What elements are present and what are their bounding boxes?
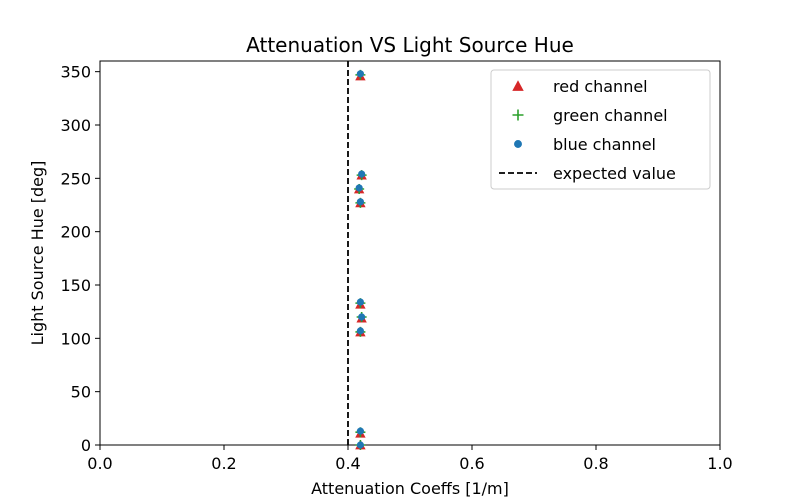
blue-channel-point xyxy=(356,198,364,206)
y-tick-label: 200 xyxy=(60,223,91,242)
blue-channel-point xyxy=(358,170,366,178)
legend-green-channel-icon xyxy=(512,109,524,121)
x-tick-label: 0.2 xyxy=(211,454,236,473)
y-tick-label: 350 xyxy=(60,63,91,82)
y-tick-label: 50 xyxy=(71,383,91,402)
legend-blue-channel-icon xyxy=(514,140,522,148)
blue-channel-point xyxy=(358,313,366,321)
blue-channel-point xyxy=(356,327,364,335)
x-tick-label: 1.0 xyxy=(707,454,732,473)
x-axis-label: Attenuation Coeffs [1/m] xyxy=(311,479,509,498)
plot-area: 0.0 0.2 0.4 0.6 0.8 1.0 0 50 100 150 200 250 300 350 r… xyxy=(60,60,733,473)
blue-channel-point xyxy=(355,184,363,192)
legend-label: red channel xyxy=(553,77,648,96)
blue-channel-point xyxy=(356,298,364,306)
legend-red-channel-icon xyxy=(512,80,524,91)
y-tick-label: 0 xyxy=(81,436,91,455)
y-axis-label: Light Source Hue [deg] xyxy=(28,161,47,346)
chart-title: Attenuation VS Light Source Hue xyxy=(246,33,574,57)
x-tick-label: 0.8 xyxy=(583,454,608,473)
blue-channel-point xyxy=(356,441,364,449)
legend-box xyxy=(490,69,711,190)
y-tick-label: 150 xyxy=(60,276,91,295)
legend-label: green channel xyxy=(553,106,668,125)
x-tick-label: 0.4 xyxy=(335,454,360,473)
x-tick-label: 0.0 xyxy=(87,454,112,473)
axes-frame xyxy=(99,60,721,446)
y-tick-label: 100 xyxy=(60,329,91,348)
legend-label: expected value xyxy=(553,164,676,183)
x-tick-label: 0.6 xyxy=(459,454,484,473)
y-tick-label: 250 xyxy=(60,169,91,188)
blue-channel-point xyxy=(356,427,364,435)
y-tick-label: 300 xyxy=(60,116,91,135)
legend-label: blue channel xyxy=(553,135,656,154)
blue-channel-point xyxy=(356,70,364,78)
